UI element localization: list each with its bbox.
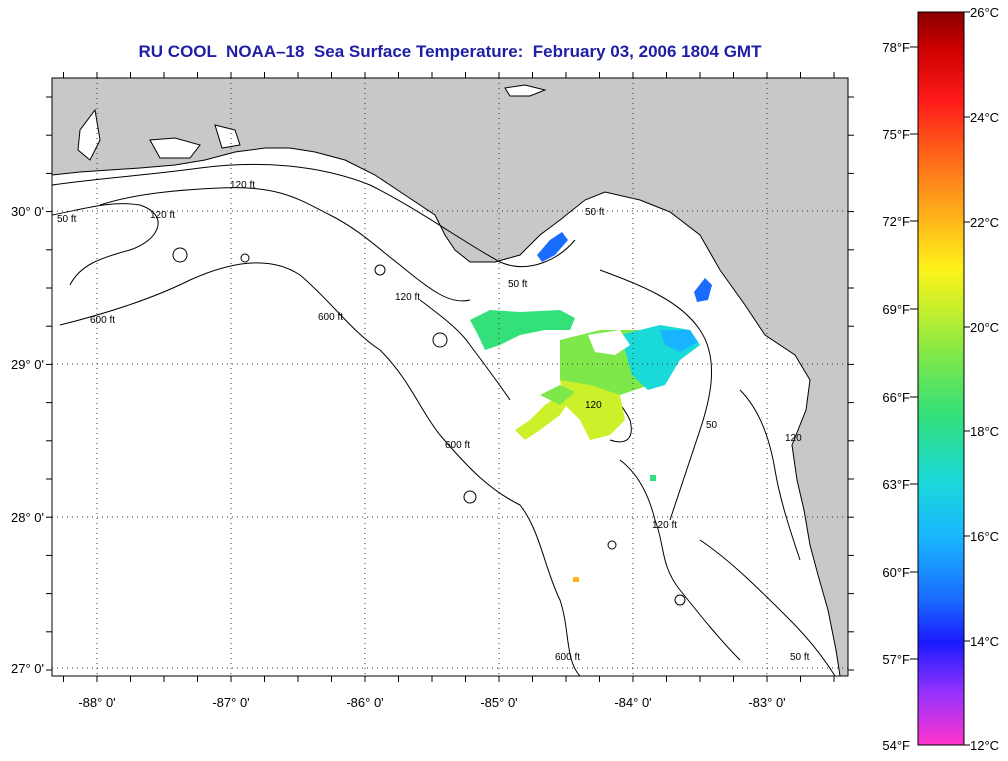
map-border [51, 77, 849, 677]
c-label: 26°C [970, 5, 999, 20]
c-label: 14°C [970, 634, 999, 649]
lat-label: 29° 0' [11, 357, 44, 372]
f-label: 60°F [882, 565, 910, 580]
bay-shape [149, 137, 201, 159]
lon-label: -85° 0' [480, 695, 517, 710]
contour-label: 600 ft [90, 315, 115, 326]
colorbar-gradient [917, 11, 965, 746]
latitude-labels: 30° 0' 29° 0' 28° 0' 27° 0' [11, 204, 44, 676]
lat-label: 27° 0' [11, 661, 44, 676]
lon-label: -83° 0' [748, 695, 785, 710]
f-label: 63°F [882, 477, 910, 492]
c-label: 22°C [970, 215, 999, 230]
lat-label: 28° 0' [11, 510, 44, 525]
contour-label: 600 ft [318, 312, 343, 323]
lon-label: -84° 0' [614, 695, 651, 710]
lat-label: 30° 0' [11, 204, 44, 219]
axis-ticks [46, 72, 854, 682]
sst-data [470, 232, 712, 582]
f-label: 75°F [882, 127, 910, 142]
contour-label: 600 ft [445, 440, 470, 451]
contour-label: 50 ft [508, 279, 528, 290]
c-label: 24°C [970, 110, 999, 125]
f-label: 54°F [882, 738, 910, 753]
longitude-labels: -88° 0' -87° 0' -86° 0' -85° 0' -84° 0' … [78, 695, 785, 710]
f-label: 66°F [882, 390, 910, 405]
c-label: 12°C [970, 738, 999, 753]
contour-label: 50 ft [790, 652, 810, 663]
contour-labels: 120 ft 600 ft 50 ft 120 ft 600 ft 120 50… [57, 180, 810, 663]
contour-label: 50 ft [57, 214, 77, 225]
colorbar-fahrenheit-labels: 78°F 75°F 72°F 69°F 66°F 63°F 60°F 57°F … [882, 40, 910, 753]
bay-shape [77, 108, 101, 161]
c-label: 18°C [970, 424, 999, 439]
lon-label: -86° 0' [346, 695, 383, 710]
contour-label: 120 [785, 433, 802, 444]
land-mass [52, 78, 848, 676]
colorbar-celsius-labels: 26°C 24°C 22°C 20°C 18°C 16°C 14°C 12°C [970, 5, 999, 753]
colorbar-ticks [910, 11, 970, 746]
f-label: 78°F [882, 40, 910, 55]
bay-shape [504, 84, 547, 97]
contour-label: 120 ft [150, 210, 175, 221]
contour-label: 120 ft [652, 520, 677, 531]
contour-label: 600 ft [555, 652, 580, 663]
map-title: RU COOL NOAA–18 Sea Surface Temperature:… [138, 42, 762, 61]
colorbar: 78°F 75°F 72°F 69°F 66°F 63°F 60°F 57°F … [882, 5, 999, 753]
f-label: 69°F [882, 302, 910, 317]
f-label: 57°F [882, 652, 910, 667]
c-label: 20°C [970, 320, 999, 335]
c-label: 16°C [970, 529, 999, 544]
bay-shape [214, 124, 241, 149]
contour-label: 50 [706, 420, 718, 431]
contour-label: 120 ft [230, 180, 255, 191]
lon-label: -87° 0' [212, 695, 249, 710]
f-label: 72°F [882, 214, 910, 229]
contour-label: 50 ft [585, 207, 605, 218]
contour-label: 120 ft [395, 292, 420, 303]
contour-label: 120 [585, 400, 602, 411]
lon-label: -88° 0' [78, 695, 115, 710]
map-panel: 120 ft 600 ft 50 ft 120 ft 600 ft 120 50… [11, 72, 854, 710]
